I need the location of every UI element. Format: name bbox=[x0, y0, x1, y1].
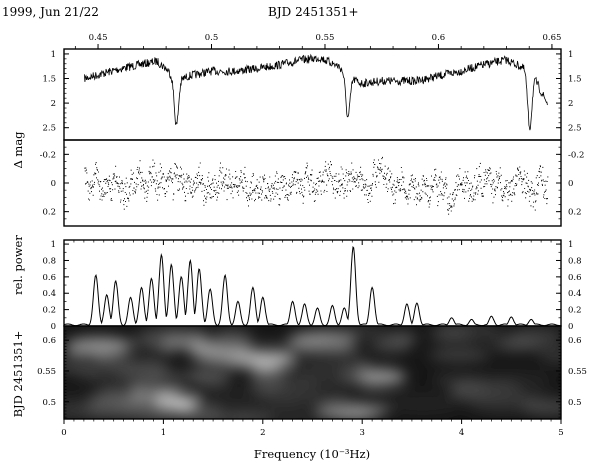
lc-left-tick-label: 1 bbox=[51, 50, 56, 60]
freq-tick-label: 3 bbox=[359, 428, 364, 438]
heatmap-texture bbox=[85, 396, 155, 414]
res-left-tick-label: 0 bbox=[51, 179, 56, 189]
heatmap-bright-spot bbox=[64, 337, 133, 356]
residuals-frame bbox=[63, 139, 562, 227]
top-axis-tick-label: 0.45 bbox=[89, 33, 108, 43]
hm-left-tick-label: 0.5 bbox=[42, 398, 56, 408]
lc-left-tick-label: 2 bbox=[51, 99, 56, 109]
pow-right-tick-label: 0.2 bbox=[568, 306, 582, 316]
date-label: 1999, Jun 21/22 bbox=[2, 5, 99, 19]
pow-right-tick-label: 0.4 bbox=[568, 289, 582, 299]
axes: 0.45 0.5 0.55 0.6 0.651 11.5 1.52 22.5 2.5-0.2 -0… bbox=[37, 33, 587, 438]
pow-right-tick-label: 1 bbox=[568, 240, 573, 250]
heatmap-texture bbox=[92, 369, 123, 387]
heatmap-texture bbox=[133, 331, 165, 348]
hm-left-tick-label: 0.55 bbox=[37, 367, 56, 377]
heatmap-texture bbox=[281, 373, 319, 392]
heatmap-texture bbox=[67, 350, 103, 369]
lc-right-tick-label: 1 bbox=[568, 50, 573, 60]
heatmap-texture bbox=[190, 387, 262, 404]
res-right-tick-label: -0.2 bbox=[568, 150, 584, 160]
pow-left-tick-label: 0.2 bbox=[42, 306, 56, 316]
pow-left-tick-label: 0.6 bbox=[42, 273, 56, 283]
res-right-tick-label: 0.2 bbox=[568, 208, 582, 218]
heatmap-texture bbox=[429, 326, 472, 343]
pow-right-tick-label: 0.6 bbox=[568, 273, 582, 283]
freq-tick-label: 2 bbox=[260, 428, 265, 438]
pow-left-tick-label: 0 bbox=[51, 322, 56, 332]
freq-tick-label: 5 bbox=[558, 428, 563, 438]
power-frame bbox=[63, 239, 562, 327]
heatmap-texture bbox=[193, 360, 257, 373]
heatmap-texture bbox=[323, 326, 387, 339]
heatmap-texture bbox=[258, 407, 324, 419]
hm-left-tick-label: 0.6 bbox=[42, 336, 56, 346]
heatmap-texture bbox=[249, 368, 288, 390]
heatmap-texture bbox=[100, 412, 148, 419]
top-axis-tick-label: 0.5 bbox=[205, 33, 219, 43]
heatmap-texture bbox=[480, 371, 552, 393]
res-left-tick-label: -0.2 bbox=[40, 150, 56, 160]
power-spectrum-line bbox=[63, 246, 562, 327]
residual-points bbox=[84, 156, 549, 215]
heatmap-texture bbox=[492, 340, 543, 351]
heatmap-texture bbox=[428, 349, 492, 361]
heatmap-texture bbox=[343, 395, 397, 407]
light-curve-series bbox=[84, 53, 548, 131]
freq-tick-label: 4 bbox=[459, 428, 464, 438]
pow-right-tick-label: 0 bbox=[568, 322, 573, 332]
heatmap-texture bbox=[294, 386, 349, 401]
top-axis-tick-label: 0.65 bbox=[542, 33, 561, 43]
bjd-label: BJD 2451351+ bbox=[268, 5, 359, 19]
lc-left-tick-label: 2.5 bbox=[42, 124, 56, 134]
freq-tick-label: 1 bbox=[161, 428, 166, 438]
pow-left-tick-label: 0.4 bbox=[42, 289, 56, 299]
heatmap-texture bbox=[173, 403, 225, 419]
heatmap-texture bbox=[210, 329, 254, 352]
power-series bbox=[63, 246, 562, 327]
res-right-tick-label: 0 bbox=[568, 179, 573, 189]
heatmap-texture bbox=[385, 332, 418, 343]
residuals-series bbox=[84, 156, 549, 215]
frequency-label: Frequency (10⁻³Hz) bbox=[254, 447, 370, 461]
lc-right-tick-label: 2 bbox=[568, 99, 573, 109]
heatmap-texture bbox=[385, 394, 461, 413]
heatmap-texture bbox=[433, 373, 497, 390]
light-curve-line bbox=[84, 53, 548, 131]
hm-right-tick-label: 0.55 bbox=[568, 367, 587, 377]
heatmap-texture bbox=[128, 376, 184, 395]
heatmap-texture bbox=[140, 344, 172, 363]
heatmap-texture bbox=[521, 398, 561, 416]
lc-left-tick-label: 1.5 bbox=[42, 75, 56, 85]
top-axis-tick-label: 0.6 bbox=[432, 33, 446, 43]
delta-mag-label: Δ mag bbox=[11, 131, 25, 169]
hm-right-tick-label: 0.6 bbox=[568, 336, 582, 346]
lc-right-tick-label: 2.5 bbox=[568, 124, 582, 134]
hm-right-tick-label: 0.5 bbox=[568, 398, 582, 408]
heatmap-texture bbox=[538, 345, 561, 365]
bjd-axis-label: BJD 2451351+ bbox=[11, 331, 25, 418]
heatmap-intensity bbox=[64, 326, 561, 419]
pow-left-tick-label: 0.8 bbox=[42, 256, 56, 266]
rel-power-label: rel. power bbox=[11, 235, 25, 295]
pow-left-tick-label: 1 bbox=[51, 240, 56, 250]
top-axis-tick-label: 0.55 bbox=[316, 33, 335, 43]
heatmap-texture bbox=[289, 356, 345, 373]
freq-tick-label: 0 bbox=[61, 428, 66, 438]
res-left-tick-label: 0.2 bbox=[42, 208, 56, 218]
pow-right-tick-label: 0.8 bbox=[568, 256, 582, 266]
lc-right-tick-label: 1.5 bbox=[568, 75, 582, 85]
